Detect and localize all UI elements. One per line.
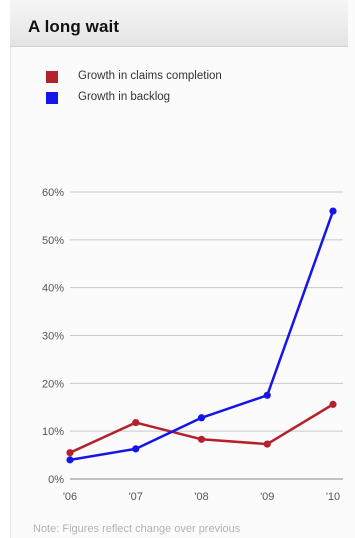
y-tick-label: 10%: [42, 426, 64, 438]
legend-swatch-claims: [46, 71, 58, 83]
series-line-claims: [69, 403, 334, 454]
data-point-backlog: [66, 456, 74, 464]
title-bar: A long wait: [10, 0, 348, 47]
data-point-claims: [263, 440, 271, 448]
legend-label-backlog: Growth in backlog: [78, 91, 171, 103]
x-tick-label: '06: [63, 491, 77, 503]
data-point-claims: [66, 449, 74, 457]
y-tick-label: 20%: [42, 378, 64, 390]
x-tick-label: '09: [260, 491, 274, 503]
y-tick-label: 50%: [42, 235, 64, 247]
data-point-claims: [197, 435, 206, 443]
data-point-backlog: [329, 207, 337, 215]
data-point-claims: [132, 418, 140, 427]
legend-label-claims: Growth in claims completion: [78, 70, 222, 82]
x-tick-label: '07: [129, 491, 143, 503]
y-tick-label: 30%: [42, 331, 64, 343]
footnote: Note: Figures reflect change over previo…: [33, 523, 241, 535]
data-point-claims: [329, 400, 337, 408]
y-tick-label: 40%: [42, 283, 64, 295]
y-tick-label: 60%: [42, 187, 64, 199]
data-point-backlog: [132, 445, 140, 453]
x-tick-label: '10: [326, 491, 340, 503]
chart-title: A long wait: [28, 17, 120, 36]
x-tick-label: '08: [194, 491, 208, 503]
chart-panel: [10, 0, 355, 538]
data-point-backlog: [197, 414, 206, 422]
legend-swatch-backlog: [46, 92, 58, 104]
y-tick-label: 0%: [48, 474, 64, 486]
data-point-backlog: [263, 391, 271, 399]
